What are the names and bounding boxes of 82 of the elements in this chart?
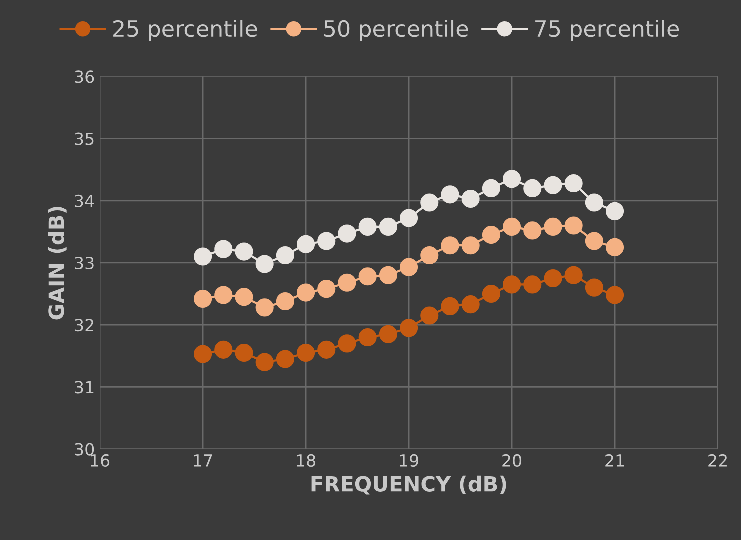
point bbox=[585, 232, 604, 250]
point bbox=[503, 170, 522, 188]
point bbox=[503, 218, 522, 236]
point bbox=[214, 286, 233, 304]
point bbox=[564, 174, 583, 193]
point bbox=[318, 232, 336, 250]
point bbox=[358, 268, 377, 286]
point bbox=[338, 274, 356, 292]
x-tick-label: 18 bbox=[297, 454, 316, 468]
y-tick-label: 31 bbox=[75, 381, 94, 394]
y-tick-label: 36 bbox=[75, 70, 94, 84]
y-tick-label: 32 bbox=[75, 319, 94, 332]
y-tick-label: 33 bbox=[75, 256, 94, 270]
point bbox=[256, 353, 274, 372]
point bbox=[318, 340, 336, 359]
point bbox=[256, 255, 274, 274]
point bbox=[420, 246, 439, 265]
x-tick-label: 19 bbox=[400, 454, 418, 468]
point bbox=[276, 292, 294, 311]
y-tick-label: 30 bbox=[75, 443, 94, 456]
point bbox=[318, 280, 336, 298]
point bbox=[214, 240, 233, 258]
point bbox=[194, 248, 212, 266]
point bbox=[524, 222, 542, 240]
point bbox=[544, 269, 562, 288]
legend-label: 25 percentile bbox=[114, 20, 258, 42]
point bbox=[503, 276, 522, 294]
point bbox=[544, 218, 562, 236]
point bbox=[606, 238, 624, 256]
point bbox=[400, 319, 418, 338]
x-tick-label: 17 bbox=[194, 454, 212, 467]
point bbox=[194, 345, 212, 364]
x-tick-label: 22 bbox=[708, 454, 727, 467]
point bbox=[544, 176, 562, 194]
point bbox=[462, 236, 480, 255]
point bbox=[379, 218, 398, 236]
point bbox=[256, 298, 274, 317]
point bbox=[400, 209, 418, 228]
point bbox=[276, 350, 294, 368]
legend-label: 50 percentile bbox=[324, 20, 468, 42]
y-tick-label: 35 bbox=[75, 132, 94, 146]
point bbox=[524, 276, 542, 294]
point bbox=[338, 224, 356, 243]
point bbox=[420, 194, 439, 212]
legend-label: 75 percentile bbox=[536, 20, 680, 42]
point bbox=[297, 284, 316, 302]
point bbox=[441, 186, 460, 204]
point bbox=[482, 226, 500, 244]
point bbox=[585, 194, 604, 212]
point bbox=[606, 202, 624, 220]
point bbox=[214, 340, 233, 359]
point bbox=[297, 235, 316, 254]
point bbox=[585, 278, 604, 297]
x-tick-label: 21 bbox=[606, 454, 624, 467]
point bbox=[482, 179, 500, 198]
point bbox=[606, 286, 624, 304]
point bbox=[400, 258, 418, 276]
point bbox=[462, 296, 480, 314]
point bbox=[379, 266, 398, 284]
point bbox=[420, 306, 439, 325]
point bbox=[358, 218, 377, 236]
point bbox=[235, 288, 254, 306]
point bbox=[379, 325, 398, 344]
point bbox=[441, 297, 460, 316]
point bbox=[194, 290, 212, 308]
x-axis-title: FREQUENCY (dB) bbox=[312, 476, 506, 495]
point bbox=[235, 242, 254, 261]
y-axis-title: GAIN (dB) bbox=[48, 207, 67, 320]
point bbox=[441, 236, 460, 255]
point bbox=[235, 344, 254, 362]
x-tick-label: 16 bbox=[91, 454, 110, 468]
point bbox=[564, 266, 583, 284]
point bbox=[524, 179, 542, 198]
point bbox=[358, 328, 377, 347]
point bbox=[297, 344, 316, 362]
x-tick-label: 20 bbox=[502, 454, 522, 468]
point bbox=[338, 334, 356, 353]
point bbox=[462, 190, 480, 208]
y-tick-label: 34 bbox=[75, 194, 94, 208]
point bbox=[276, 246, 294, 265]
point bbox=[564, 216, 583, 235]
point bbox=[482, 285, 500, 304]
